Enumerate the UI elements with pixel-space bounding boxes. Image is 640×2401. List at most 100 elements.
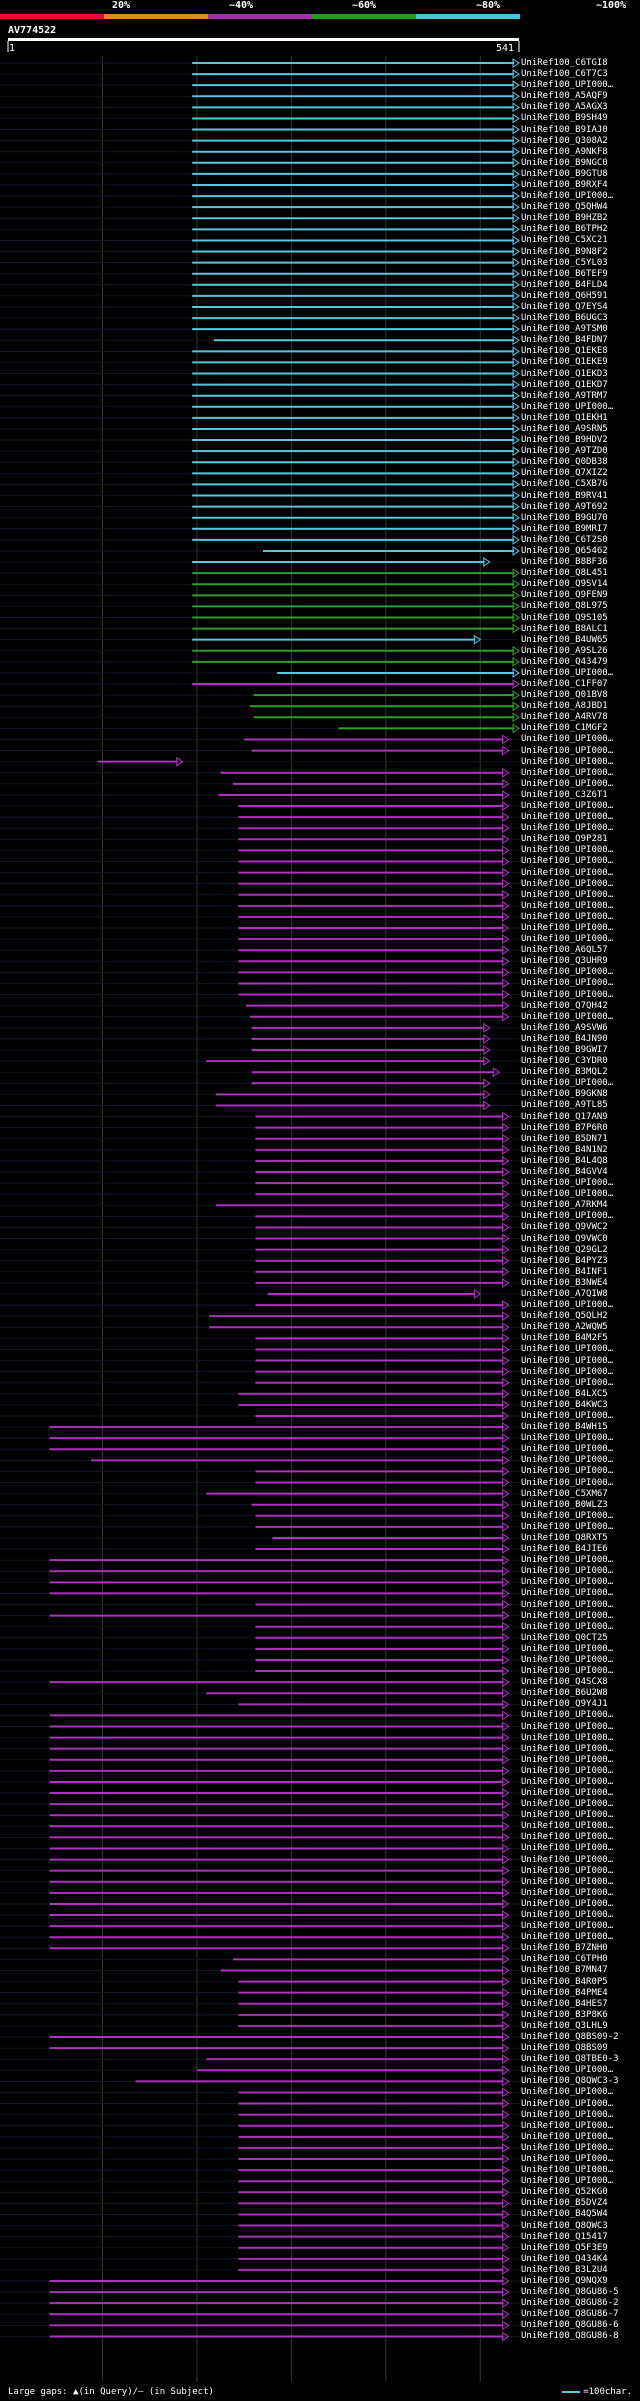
hit-label[interactable]: UniRef100_Q9P281: [521, 834, 608, 845]
hit-label[interactable]: UniRef100_Q6H591: [521, 290, 608, 301]
hit-label[interactable]: UniRef100_UPI000…: [521, 967, 614, 978]
hit-label[interactable]: UniRef100_Q52KG0: [521, 2187, 608, 2198]
hit-label[interactable]: UniRef100_UPI000…: [521, 1621, 614, 1632]
hit-label[interactable]: UniRef100_B6U2W8: [521, 1688, 608, 1699]
hit-label[interactable]: UniRef100_UPI000…: [521, 2131, 614, 2142]
hit-label[interactable]: UniRef100_UPI000…: [521, 2176, 614, 2187]
hit-label[interactable]: UniRef100_C3YDR0: [521, 1056, 608, 1067]
hit-label[interactable]: UniRef100_Q9VWC0: [521, 1233, 608, 1244]
hit-label[interactable]: UniRef100_C5YL03: [521, 257, 608, 268]
hit-label[interactable]: UniRef100_UPI000…: [521, 1732, 614, 1743]
hit-label[interactable]: UniRef100_A2WQW5: [521, 1322, 608, 1333]
hit-label[interactable]: UniRef100_B6UGC3: [521, 313, 608, 324]
hit-label[interactable]: UniRef100_B8ALC1: [521, 623, 608, 634]
hit-label[interactable]: UniRef100_A9SVW6: [521, 1022, 608, 1033]
hit-label[interactable]: UniRef100_Q8QWC3-3: [521, 2076, 619, 2087]
hit-label[interactable]: UniRef100_UPI000…: [521, 1932, 614, 1943]
hit-label[interactable]: UniRef100_B8BF36: [521, 557, 608, 568]
hit-label[interactable]: UniRef100_B4INF1: [521, 1266, 608, 1277]
hit-label[interactable]: UniRef100_UPI000…: [521, 1610, 614, 1621]
hit-label[interactable]: UniRef100_UPI000…: [521, 1754, 614, 1765]
hit-label[interactable]: UniRef100_UPI000…: [521, 2165, 614, 2176]
hit-label[interactable]: UniRef100_B4M2F5: [521, 1333, 608, 1344]
hit-label[interactable]: UniRef100_UPI000…: [521, 1721, 614, 1732]
hit-label[interactable]: UniRef100_Q8RXT5: [521, 1532, 608, 1543]
hit-label[interactable]: UniRef100_B4JIE6: [521, 1544, 608, 1555]
hit-label[interactable]: UniRef100_B9GKN8: [521, 1089, 608, 1100]
hit-label[interactable]: UniRef100_UPI000…: [521, 1178, 614, 1189]
hit-label[interactable]: UniRef100_Q9S105: [521, 612, 608, 623]
hit-label[interactable]: UniRef100_Q434K4: [521, 2253, 608, 2264]
hit-label[interactable]: UniRef100_B6TEF9: [521, 268, 608, 279]
hit-label[interactable]: UniRef100_UPI000…: [521, 1843, 614, 1854]
hit-label[interactable]: UniRef100_Q1EKE8: [521, 346, 608, 357]
hit-label[interactable]: UniRef100_UPI000…: [521, 1799, 614, 1810]
hit-label[interactable]: UniRef100_B4KWC3: [521, 1399, 608, 1410]
hit-label[interactable]: UniRef100_Q8GU86-2: [521, 2298, 619, 2309]
hit-label[interactable]: UniRef100_B0WLZ3: [521, 1499, 608, 1510]
hit-label[interactable]: UniRef100_Q5QHW4: [521, 202, 608, 213]
hit-label[interactable]: UniRef100_Q8QWC3: [521, 2220, 608, 2231]
hit-label[interactable]: UniRef100_UPI000…: [521, 878, 614, 889]
hit-label[interactable]: UniRef100_A9SRN5: [521, 423, 608, 434]
hit-label[interactable]: UniRef100_UPI000…: [521, 934, 614, 945]
hit-label[interactable]: UniRef100_C3Z6T1: [521, 789, 608, 800]
hit-label[interactable]: UniRef100_C6TPH0: [521, 1954, 608, 1965]
hit-label[interactable]: UniRef100_B7MN47: [521, 1965, 608, 1976]
hit-label[interactable]: UniRef100_UPI000…: [521, 1743, 614, 1754]
hit-label[interactable]: UniRef100_UPI000…: [521, 1788, 614, 1799]
hit-label[interactable]: UniRef100_B9RXF4: [521, 179, 608, 190]
hit-label[interactable]: UniRef100_UPI000…: [521, 1821, 614, 1832]
hit-label[interactable]: UniRef100_B3L2U4: [521, 2264, 608, 2275]
hit-label[interactable]: UniRef100_C5XC21: [521, 235, 608, 246]
hit-label[interactable]: UniRef100_UPI000…: [521, 1666, 614, 1677]
hit-label[interactable]: UniRef100_B9HZB2: [521, 213, 608, 224]
hit-label[interactable]: UniRef100_UPI000…: [521, 1444, 614, 1455]
hit-label[interactable]: UniRef100_Q9VWC2: [521, 1222, 608, 1233]
hit-label[interactable]: UniRef100_Q0DB38: [521, 457, 608, 468]
hit-label[interactable]: UniRef100_UPI000…: [521, 1300, 614, 1311]
hit-label[interactable]: UniRef100_UPI000…: [521, 1211, 614, 1222]
hit-label[interactable]: UniRef100_UPI000…: [521, 1776, 614, 1787]
hit-label[interactable]: UniRef100_UPI000…: [521, 667, 614, 678]
hit-label[interactable]: UniRef100_UPI000…: [521, 911, 614, 922]
hit-label[interactable]: UniRef100_UPI000…: [521, 1433, 614, 1444]
hit-label[interactable]: UniRef100_B4UW65: [521, 634, 608, 645]
hit-label[interactable]: UniRef100_UPI000…: [521, 978, 614, 989]
hit-label[interactable]: UniRef100_Q3LHL9: [521, 2020, 608, 2031]
hit-label[interactable]: UniRef100_B9N8F2: [521, 246, 608, 257]
hit-label[interactable]: UniRef100_B4FDN7: [521, 335, 608, 346]
hit-label[interactable]: UniRef100_UPI000…: [521, 80, 614, 91]
hit-label[interactable]: UniRef100_A9SL26: [521, 645, 608, 656]
hit-label[interactable]: UniRef100_A9TL85: [521, 1100, 608, 1111]
hit-label[interactable]: UniRef100_A5AQF9: [521, 91, 608, 102]
hit-label[interactable]: UniRef100_UPI000…: [521, 1555, 614, 1566]
hit-label[interactable]: UniRef100_Q9Y4J1: [521, 1699, 608, 1710]
hit-label[interactable]: UniRef100_Q7XIZ2: [521, 468, 608, 479]
hit-label[interactable]: UniRef100_B3MQL2: [521, 1067, 608, 1078]
hit-label[interactable]: UniRef100_Q1EKD3: [521, 368, 608, 379]
hit-label[interactable]: UniRef100_B9MRI7: [521, 523, 608, 534]
hit-label[interactable]: UniRef100_A6QL57: [521, 945, 608, 956]
hit-label[interactable]: UniRef100_UPI000…: [521, 1189, 614, 1200]
hit-label[interactable]: UniRef100_B4PME4: [521, 1987, 608, 1998]
hit-label[interactable]: UniRef100_Q9NQX9: [521, 2276, 608, 2286]
hit-label[interactable]: UniRef100_B5DN71: [521, 1133, 608, 1144]
hit-label[interactable]: UniRef100_B9GU70: [521, 512, 608, 523]
hit-label[interactable]: UniRef100_B4L4Q8: [521, 1155, 608, 1166]
hit-label[interactable]: UniRef100_Q8TBE0-3: [521, 2054, 619, 2065]
hit-label[interactable]: UniRef100_A9T692: [521, 501, 608, 512]
hit-label[interactable]: UniRef100_UPI000…: [521, 1854, 614, 1865]
hit-label[interactable]: UniRef100_UPI000…: [521, 801, 614, 812]
hit-label[interactable]: UniRef100_UPI000…: [521, 2065, 614, 2076]
hit-label[interactable]: UniRef100_UPI000…: [521, 1810, 614, 1821]
hit-label[interactable]: UniRef100_B9SH49: [521, 113, 608, 124]
hit-label[interactable]: UniRef100_UPI000…: [521, 1566, 614, 1577]
hit-label[interactable]: UniRef100_UPI000…: [521, 1455, 614, 1466]
hit-label[interactable]: UniRef100_B4Q5W4: [521, 2209, 608, 2220]
hit-label[interactable]: UniRef100_Q7QH42: [521, 1000, 608, 1011]
hit-label[interactable]: UniRef100_UPI000…: [521, 1865, 614, 1876]
hit-label[interactable]: UniRef100_Q8GU86-5: [521, 2287, 619, 2298]
hit-label[interactable]: UniRef100_UPI000…: [521, 1898, 614, 1909]
hit-label[interactable]: UniRef100_UPI000…: [521, 812, 614, 823]
